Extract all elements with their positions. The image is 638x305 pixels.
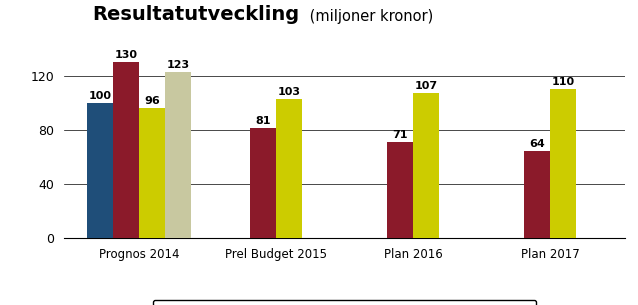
Bar bbox=[276, 99, 302, 238]
Bar bbox=[250, 128, 276, 238]
Bar bbox=[413, 93, 439, 238]
Bar bbox=[550, 89, 576, 238]
Bar bbox=[524, 152, 550, 238]
Text: 100: 100 bbox=[89, 91, 112, 101]
Text: 130: 130 bbox=[115, 50, 138, 60]
Text: 71: 71 bbox=[392, 130, 408, 140]
Text: 123: 123 bbox=[167, 60, 189, 70]
Legend: Budget (finansplan), Bokslut/prognos, Landstingsfullmäktiges resultatmål, Juster: Budget (finansplan), Bokslut/prognos, La… bbox=[152, 300, 537, 305]
Text: 107: 107 bbox=[415, 81, 438, 92]
Text: Resultatutveckling: Resultatutveckling bbox=[93, 5, 300, 24]
Bar bbox=[139, 108, 165, 238]
Text: 96: 96 bbox=[144, 96, 160, 106]
Bar bbox=[87, 103, 113, 238]
Text: (miljoner kronor): (miljoner kronor) bbox=[305, 9, 433, 24]
Bar bbox=[113, 62, 139, 238]
Text: 64: 64 bbox=[529, 139, 545, 149]
Bar bbox=[165, 72, 191, 238]
Bar bbox=[387, 142, 413, 238]
Text: 81: 81 bbox=[255, 117, 271, 127]
Text: 103: 103 bbox=[278, 87, 300, 97]
Text: 110: 110 bbox=[551, 77, 574, 87]
